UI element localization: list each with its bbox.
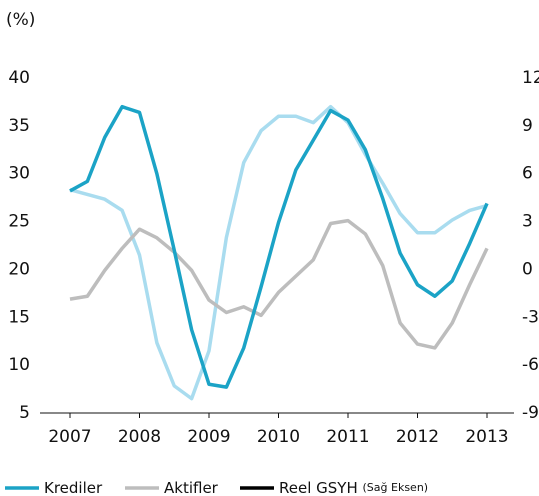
legend-item: Reel GSYH (Sağ Eksen)	[240, 479, 428, 496]
y-tick-label: 30	[8, 164, 30, 184]
y-tick-label: 15	[8, 307, 30, 327]
legend-name: Krediler	[44, 479, 103, 496]
x-tick-label: 2007	[48, 427, 91, 447]
chart-title: (%)	[6, 10, 35, 30]
series-line	[69, 104, 488, 401]
x-tick-label: 2009	[187, 427, 230, 447]
y2-tick-label: 3	[522, 212, 533, 232]
y2-tick-label: -9	[522, 403, 539, 423]
y-tick-label: 20	[8, 259, 30, 279]
y-tick-label: 5	[19, 403, 30, 423]
legend-name: Aktifler	[164, 479, 219, 496]
y2-tick-label: -3	[522, 307, 539, 327]
series-line	[69, 218, 489, 350]
x-tick-label: 2013	[465, 427, 508, 447]
legend-name: Reel GSYH	[279, 479, 358, 496]
y2-tick-label: 0	[522, 259, 533, 279]
legend-item: Krediler	[5, 479, 103, 496]
y2-tick-label: 12	[522, 68, 539, 88]
legend-label: Krediler	[44, 479, 103, 496]
x-tick-label: 2012	[396, 427, 439, 447]
y2-tick-label: 6	[522, 164, 533, 184]
y2-tick-label: -6	[522, 355, 539, 375]
legend-note: (Sağ Eksen)	[363, 481, 429, 494]
legend-label: Aktifler	[164, 479, 219, 496]
x-tick-label: 2008	[118, 427, 161, 447]
y-tick-label: 10	[8, 355, 30, 375]
y-tick-label: 35	[8, 116, 30, 136]
legend-label: Reel GSYH (Sağ Eksen)	[279, 479, 428, 496]
x-tick-label: 2011	[326, 427, 369, 447]
legend-item: Aktifler	[125, 479, 219, 496]
y2-tick-label: 9	[522, 116, 533, 136]
y-tick-label: 25	[8, 212, 30, 232]
y-tick-label: 40	[8, 68, 30, 88]
x-tick-label: 2010	[257, 427, 300, 447]
series-line	[69, 104, 489, 389]
